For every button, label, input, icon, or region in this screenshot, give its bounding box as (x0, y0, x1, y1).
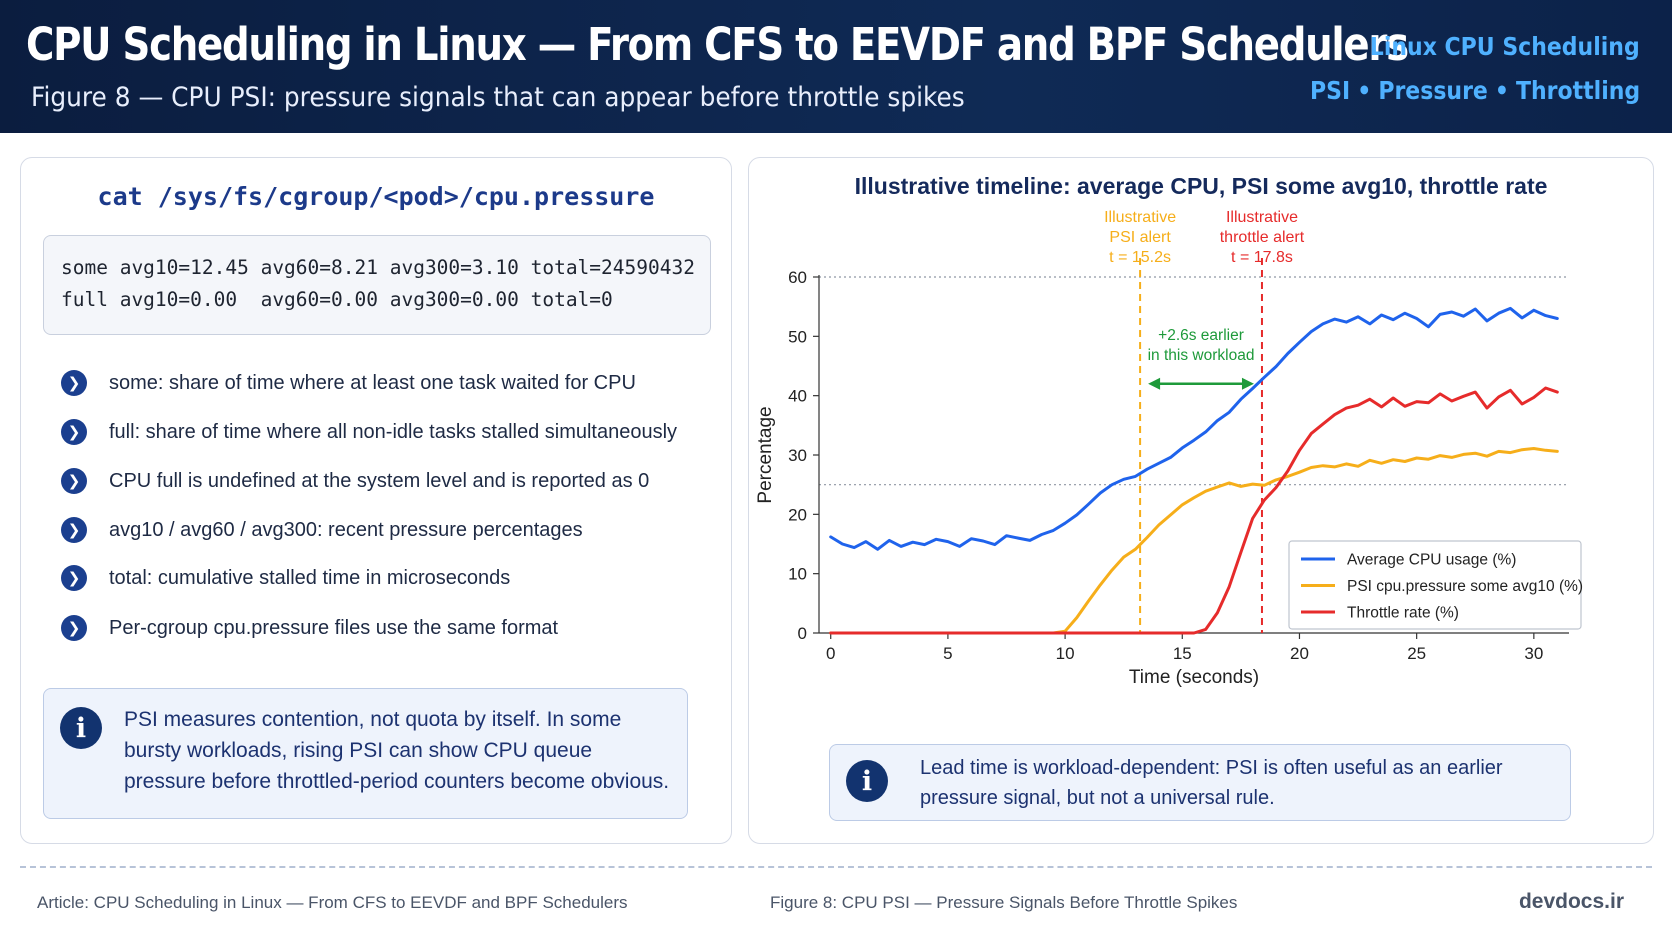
list-item-text: full: share of time where all non-idle t… (109, 420, 678, 443)
arrow-head-left-icon (1148, 377, 1161, 390)
y-tick-label: 0 (798, 624, 807, 643)
tag-pressure: Pressure (1378, 76, 1488, 105)
arrow-head-right-icon (1241, 377, 1254, 390)
page-title: CPU Scheduling in Linux — From CFS to EE… (26, 18, 1409, 71)
legend-label: Average CPU usage (%) (1347, 552, 1516, 569)
list-item-text: avg10 / avg60 / avg300: recent pressure … (109, 518, 583, 541)
chevron-right-icon: ❯ (61, 517, 87, 543)
x-tick-label: 5 (943, 644, 952, 663)
timeline-chart: 0 10 20 30 40 50 60 0 5 10 15 20 25 30 Time (seconds) P… (755, 209, 1583, 688)
throttle-alert-label: Illustrative (1226, 209, 1298, 226)
lead-time-note-box: i Lead time is workload-dependent: PSI i… (829, 744, 1571, 821)
tag-separator: • (1494, 76, 1509, 105)
lead-time-label: in this workload (1148, 347, 1255, 364)
y-tick-label: 60 (788, 268, 807, 287)
list-item: ❯ Per-cgroup cpu.pressure files use the s… (41, 613, 558, 643)
legend-label: PSI cpu.pressure some avg10 (%) (1347, 578, 1583, 595)
throttle-alert-label: t = 17.8s (1231, 249, 1293, 266)
chevron-right-icon: ❯ (61, 468, 87, 494)
list-item-text: total: cumulative stalled time in micros… (109, 566, 511, 589)
footer-article: Article: CPU Scheduling in Linux — From … (37, 893, 628, 912)
tag-separator: • (1357, 76, 1372, 105)
x-axis-label: Time (seconds) (1129, 667, 1259, 688)
x-tick-label: 30 (1524, 644, 1543, 663)
chevron-right-icon: ❯ (61, 565, 87, 591)
header-tag-topic: Linux CPU Scheduling (1370, 32, 1640, 61)
footer-divider (20, 866, 1652, 868)
y-tick-label: 40 (788, 387, 807, 406)
list-item: ❯ full: share of time where all non-idle … (41, 417, 677, 447)
y-axis-label: Percentage (755, 406, 776, 503)
psi-alert-label: PSI alert (1109, 229, 1171, 246)
chart-title: Illustrative timeline: average CPU, PSI … (854, 173, 1548, 199)
chevron-right-icon: ❯ (61, 419, 87, 445)
code-line-full: full avg10=0.00 avg60=0.00 avg300=0.00 t… (61, 288, 613, 311)
tag-throttling: Throttling (1515, 76, 1640, 105)
psi-note-box: i PSI measures contention, not quota by … (43, 688, 688, 819)
info-icon: i (846, 760, 888, 802)
header-tag-keywords: PSI • Pressure • Throttling (1310, 76, 1640, 105)
footer-figure-caption: Figure 8: CPU PSI — Pressure Signals Bef… (770, 893, 1238, 912)
code-line-some: some avg10=12.45 avg60=8.21 avg300=3.10 … (61, 256, 695, 279)
chevron-right-icon: ❯ (61, 615, 87, 641)
info-icon: i (60, 707, 102, 749)
list-item-text: some: share of time where at least one t… (109, 371, 636, 394)
y-tick-label: 50 (788, 327, 807, 346)
psi-alert-label: t = 15.2s (1109, 249, 1171, 266)
lead-time-label: +2.6s earlier (1158, 327, 1244, 344)
header-banner: CPU Scheduling in Linux — From CFS to EE… (0, 0, 1672, 133)
y-tick-label: 20 (788, 505, 807, 524)
x-tick-label: 0 (826, 644, 835, 663)
legend-label: Throttle rate (%) (1347, 605, 1459, 622)
chevron-right-icon: ❯ (61, 370, 87, 396)
list-item: ❯ CPU full is undefined at the system lev… (41, 466, 649, 496)
y-tick-label: 30 (788, 446, 807, 465)
throttle-alert-label: throttle alert (1220, 229, 1305, 246)
x-tick-label: 25 (1407, 644, 1426, 663)
chart-legend (1288, 540, 1582, 630)
list-item-text: CPU full is undefined at the system leve… (109, 469, 650, 492)
psi-file-panel: cat /sys/fs/cgroup/<pod>/cpu.pressure so… (20, 157, 732, 844)
list-item-text: Per-cgroup cpu.pressure files use the sa… (109, 616, 559, 639)
page-subtitle: Figure 8 — CPU PSI: pressure signals tha… (31, 82, 965, 113)
pressure-code-block: some avg10=12.45 avg60=8.21 avg300=3.10 … (43, 235, 711, 335)
y-tick-label: 10 (788, 565, 807, 584)
psi-note-text: PSI measures contention, not quota by it… (124, 708, 670, 793)
list-item: ❯ avg10 / avg60 / avg300: recent pressure… (41, 515, 583, 545)
list-item: ❯ total: cumulative stalled time in micro… (41, 563, 510, 593)
lead-time-note-text: Lead time is workload-dependent: PSI is … (920, 757, 1503, 809)
psi-alert-label: Illustrative (1104, 209, 1176, 226)
footer-brand: devdocs.ir (1518, 890, 1624, 913)
x-tick-label: 10 (1056, 644, 1075, 663)
pressure-command: cat /sys/fs/cgroup/<pod>/cpu.pressure (97, 182, 655, 211)
timeline-panel: Illustrative timeline: average CPU, PSI … (748, 157, 1654, 844)
tag-psi: PSI (1309, 76, 1351, 105)
x-tick-label: 20 (1290, 644, 1309, 663)
throttle-rate-line (829, 386, 1559, 635)
cpu-usage-line (829, 306, 1559, 551)
x-tick-label: 15 (1173, 644, 1192, 663)
list-item: ❯ some: share of time where at least one … (41, 368, 636, 398)
